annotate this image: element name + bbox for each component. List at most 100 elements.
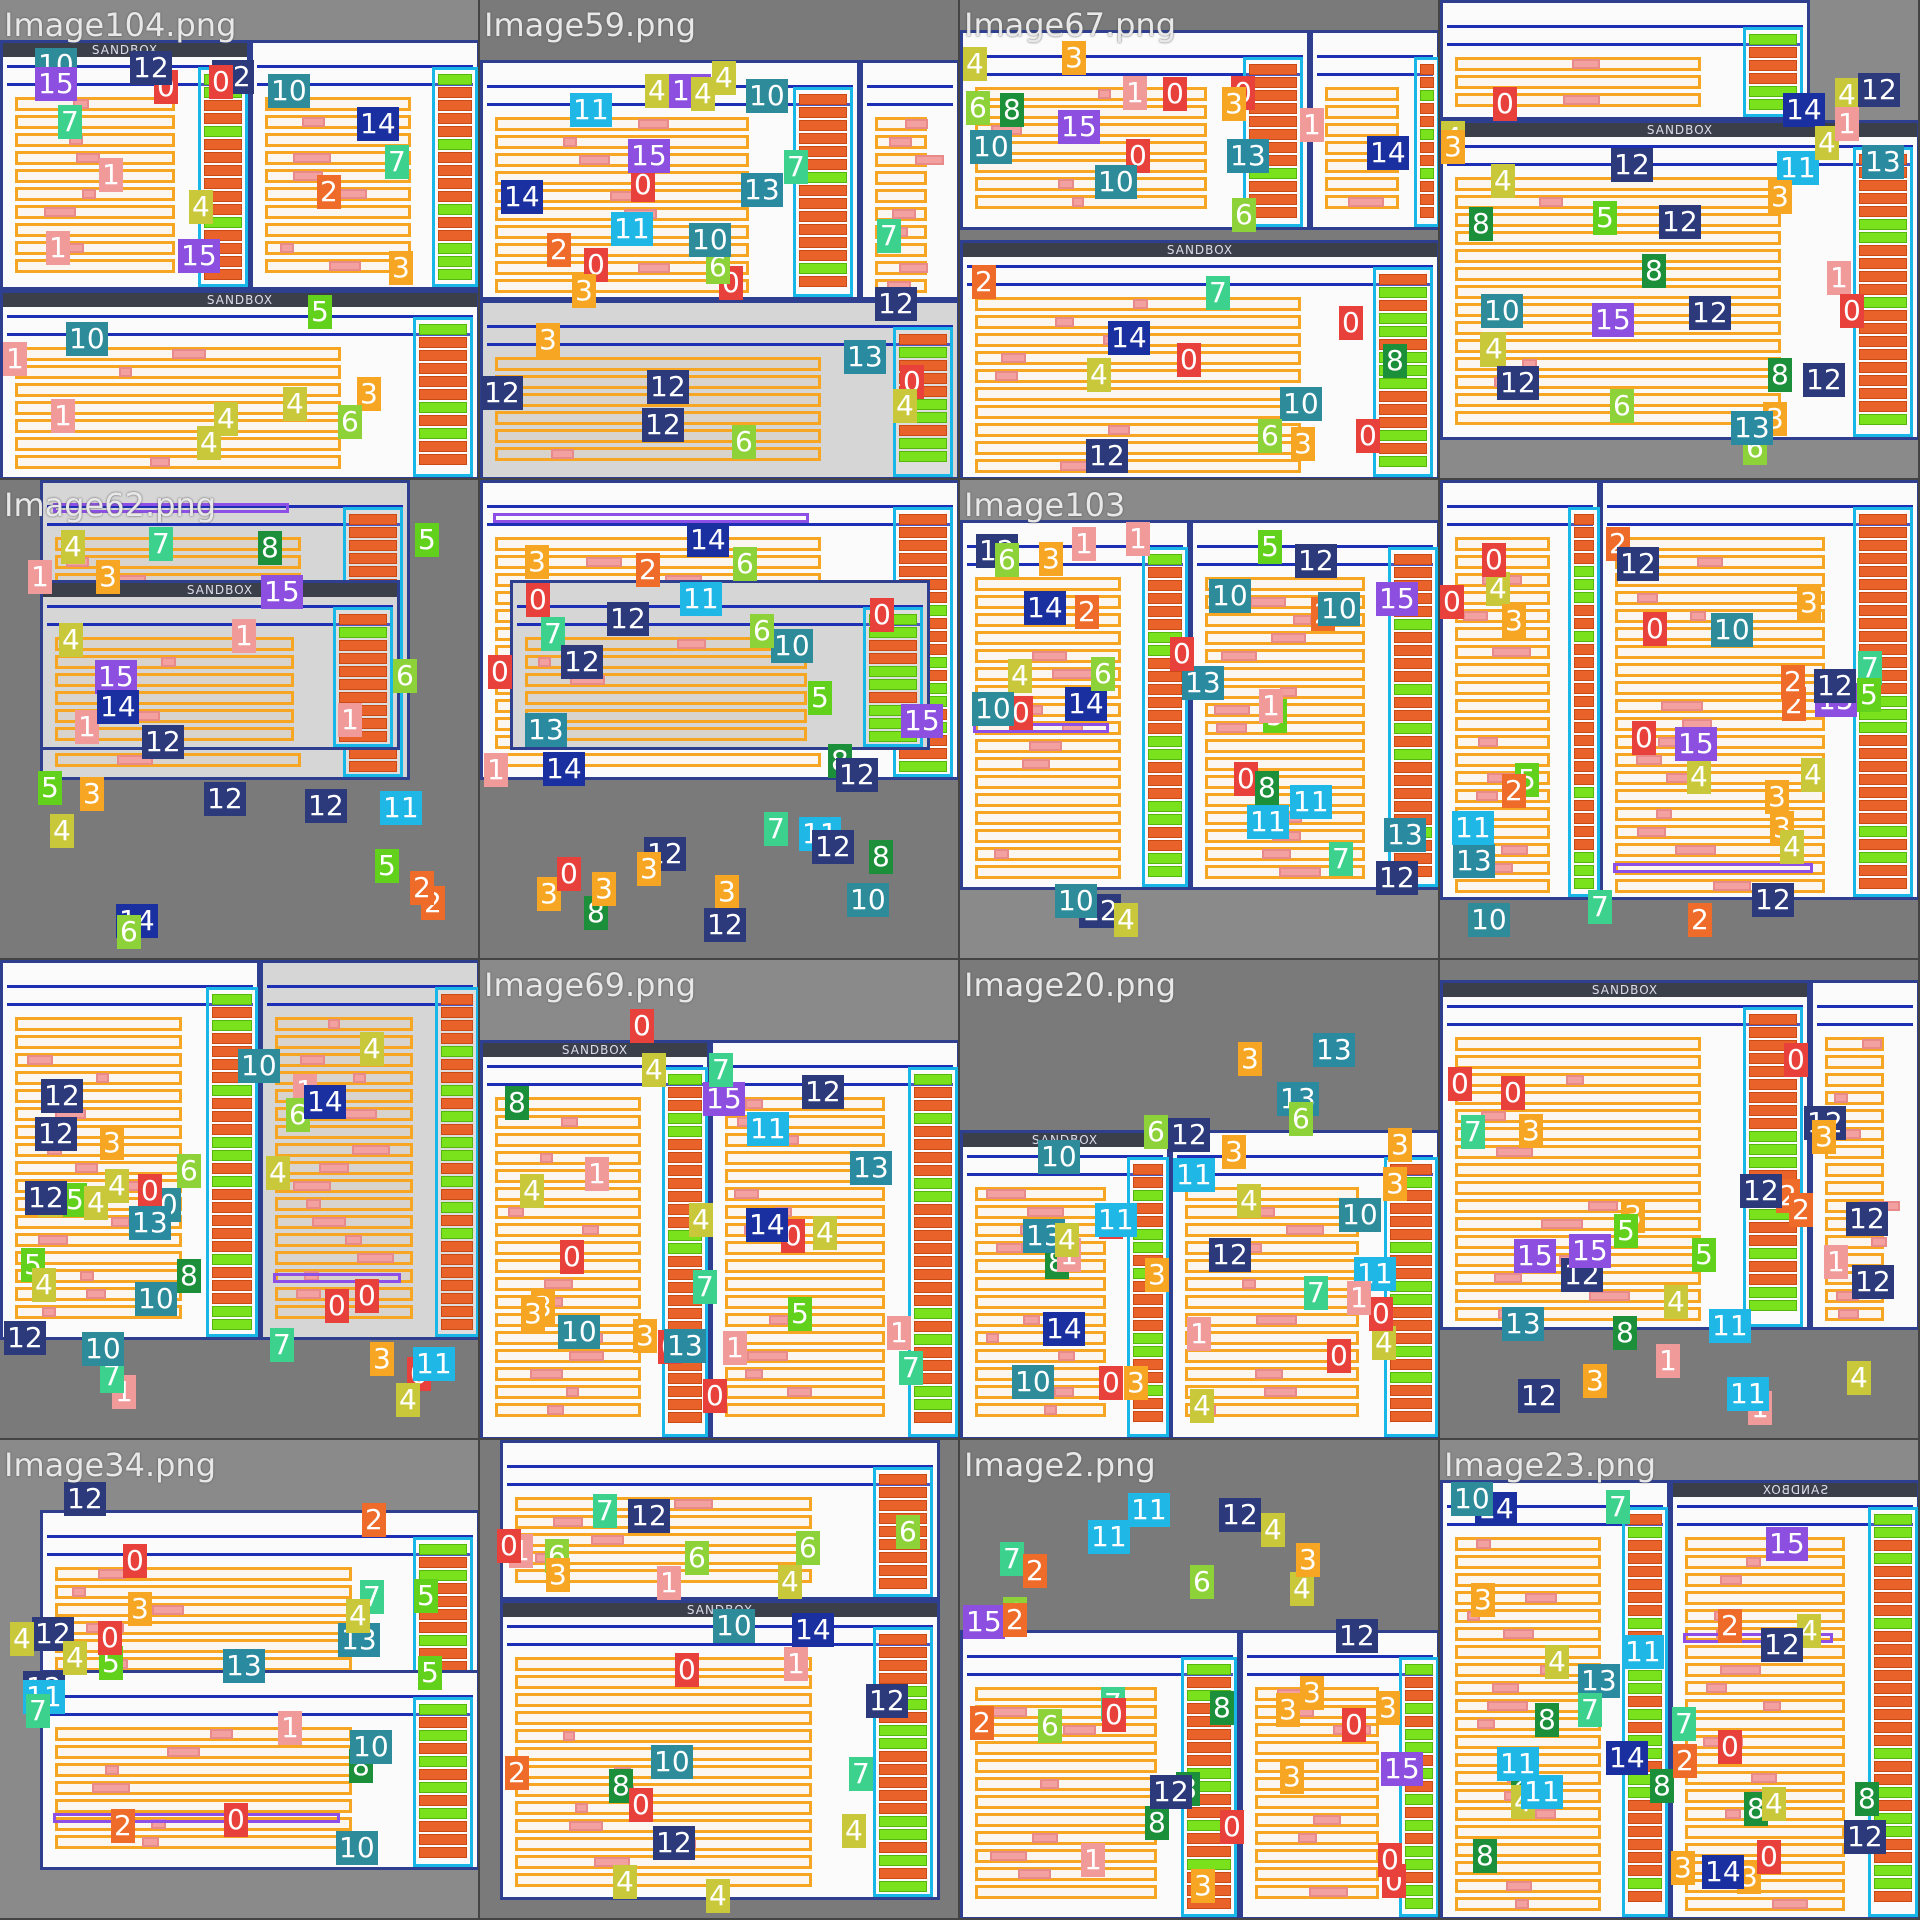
side-panel-item[interactable] [1874,1761,1912,1772]
list-row[interactable] [1205,757,1365,771]
side-panel-item[interactable] [339,614,387,625]
list-row[interactable] [1685,1555,1845,1569]
side-panel-item[interactable] [419,363,467,374]
side-panel-item[interactable] [440,994,473,1005]
side-panel-item[interactable] [438,217,473,228]
list-row[interactable] [725,1331,885,1345]
list-row[interactable] [975,1795,1157,1809]
side-panel-item[interactable] [419,1609,467,1620]
side-panel-item[interactable] [879,1474,927,1485]
side-panel-item[interactable] [1573,800,1594,811]
list-row[interactable] [55,1799,352,1813]
side-panel-item[interactable] [1148,593,1183,604]
side-panel-item[interactable] [211,1267,252,1278]
list-row[interactable] [15,223,175,237]
side-panel-item[interactable] [1749,1248,1797,1259]
side-panel-item[interactable] [1389,1242,1432,1253]
side-panel-item[interactable] [668,1308,703,1319]
side-panel-item[interactable] [668,1399,703,1410]
list-row[interactable] [975,1313,1107,1327]
side-panel-item[interactable] [1379,326,1427,337]
side-panel-item[interactable] [879,1660,927,1671]
side-panel-item[interactable] [1420,207,1435,218]
side-panel-item[interactable] [211,1163,252,1174]
side-panel-item[interactable] [879,1881,927,1892]
list-row[interactable] [495,1205,641,1219]
side-panel-item[interactable] [1148,736,1183,747]
list-row[interactable] [15,205,175,219]
side-panel-item[interactable] [1379,287,1427,298]
list-row[interactable] [1615,789,1826,803]
side-panel-item[interactable] [1628,1566,1663,1577]
side-panel-item[interactable] [914,1412,952,1423]
side-panel-item[interactable] [1749,1287,1797,1298]
list-row[interactable] [1325,105,1399,119]
side-panel-item[interactable] [1573,618,1594,629]
side-panel-item[interactable] [1874,1865,1912,1876]
list-row[interactable] [975,847,1121,861]
side-panel-item[interactable] [349,566,397,577]
list-row[interactable] [265,241,411,255]
list-row[interactable] [495,447,821,461]
side-panel-item[interactable] [211,1228,252,1239]
side-panel-item[interactable] [440,1137,473,1148]
side-panel-item[interactable] [1859,310,1907,321]
list-row[interactable] [1325,177,1399,191]
list-row[interactable] [975,195,1207,209]
list-row[interactable] [1455,1825,1601,1839]
side-panel-item[interactable] [440,1241,473,1252]
side-panel-item[interactable] [419,1808,467,1819]
list-row[interactable] [725,1367,885,1381]
side-panel-item[interactable] [879,1777,927,1788]
side-panel-item[interactable] [211,994,252,1005]
list-row[interactable] [725,1277,885,1291]
side-panel-item[interactable] [440,1111,473,1122]
list-row[interactable] [275,1197,414,1211]
side-panel-item[interactable] [1874,1735,1912,1746]
side-panel-item[interactable] [1859,579,1907,590]
list-row[interactable] [1455,1109,1702,1123]
side-panel-item[interactable] [438,87,473,98]
side-panel-item[interactable] [211,1319,252,1330]
side-panel-item[interactable] [1874,1787,1912,1798]
side-panel-item[interactable] [1859,735,1907,746]
list-row[interactable] [1455,285,1781,299]
side-panel-item[interactable] [419,428,467,439]
side-panel-item[interactable] [1132,1242,1163,1253]
list-row[interactable] [55,1835,352,1849]
list-row[interactable] [1205,739,1365,753]
side-panel-item[interactable] [339,653,387,664]
side-panel-item[interactable] [1859,232,1907,243]
side-panel-item[interactable] [1573,839,1594,850]
side-panel-item[interactable] [440,1189,473,1200]
list-row[interactable] [1255,1849,1379,1863]
list-row[interactable] [1615,717,1826,731]
side-panel-item[interactable] [1573,813,1594,824]
side-panel-item[interactable] [1628,1618,1663,1629]
side-panel-item[interactable] [438,191,473,202]
side-panel-item[interactable] [1573,826,1594,837]
side-panel-item[interactable] [438,230,473,241]
list-row[interactable] [15,1161,183,1175]
side-panel-item[interactable] [1573,631,1594,642]
side-panel-item[interactable] [799,133,847,144]
side-panel-item[interactable] [440,1202,473,1213]
side-panel-item[interactable] [1874,1644,1912,1655]
list-row[interactable] [1455,681,1551,695]
side-panel-item[interactable] [419,1769,467,1780]
list-row[interactable] [1455,1163,1702,1177]
side-panel-item[interactable] [1379,300,1427,311]
side-panel-item[interactable] [899,566,947,577]
side-panel-item[interactable] [419,389,467,400]
side-panel-item[interactable] [1187,1742,1232,1753]
side-panel-item[interactable] [799,250,847,261]
side-panel-item[interactable] [869,653,917,664]
side-panel-item[interactable] [419,441,467,452]
side-panel-item[interactable] [1749,60,1797,71]
list-row[interactable] [55,537,302,551]
side-panel-item[interactable] [1859,865,1907,876]
list-row[interactable] [1685,1609,1845,1623]
side-panel-item[interactable] [211,1150,252,1161]
side-panel-item[interactable] [1148,684,1183,695]
side-panel-item[interactable] [211,1215,252,1226]
